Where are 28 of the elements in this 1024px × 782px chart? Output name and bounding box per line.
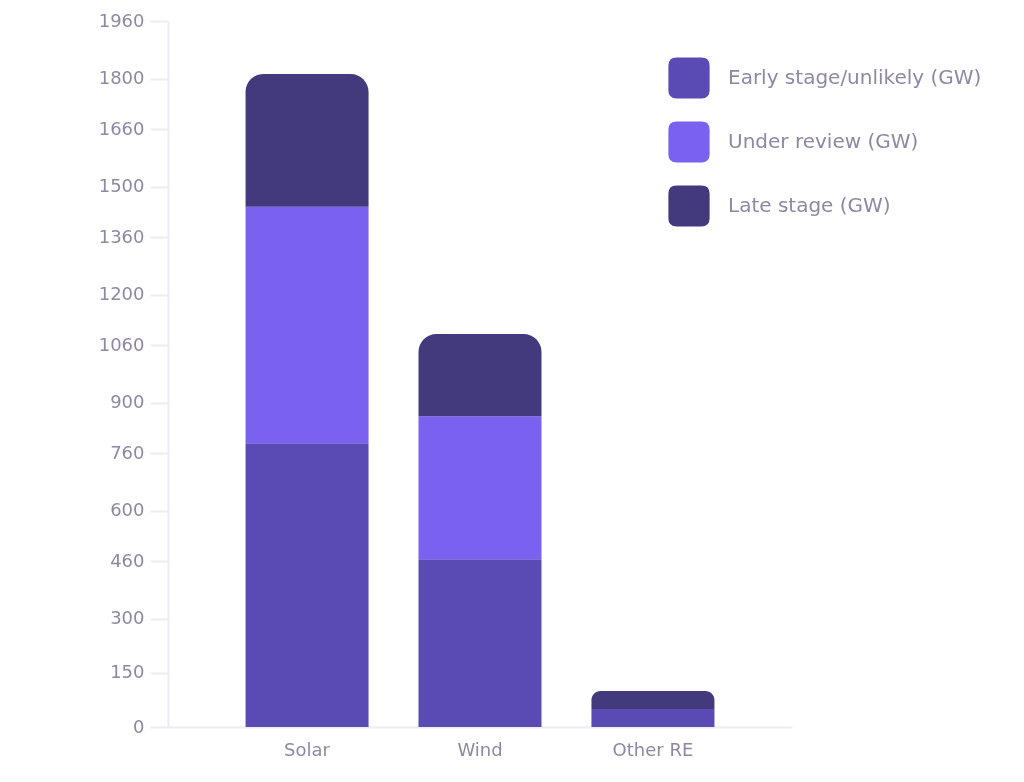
- bar: [245, 73, 369, 207]
- y-tick-label: 1800: [98, 67, 145, 89]
- y-tick-label: 0: [133, 715, 145, 737]
- x-tick-label: Wind: [457, 738, 503, 760]
- bar: [245, 206, 369, 444]
- y-tick-label: 1500: [98, 175, 145, 197]
- y-tick-label: 1360: [98, 225, 145, 247]
- legend-label: Under review (GW): [728, 129, 919, 153]
- y-tick-label: 1660: [98, 117, 145, 139]
- y-tick-label: 1200: [98, 283, 145, 305]
- y-tick-label: 900: [110, 391, 145, 413]
- bar: [591, 708, 715, 727]
- y-tick-label: 300: [110, 607, 145, 629]
- x-tick-label: Other RE: [612, 738, 694, 760]
- legend-label: Early stage/unlikely (GW): [728, 65, 982, 89]
- bar: [591, 690, 715, 709]
- bar: [418, 559, 542, 727]
- bar: [418, 334, 542, 417]
- y-tick-label: 600: [110, 499, 145, 521]
- y-tick-label: 760: [110, 441, 145, 463]
- y-tick-label: 1060: [98, 333, 145, 355]
- legend-label: Late stage (GW): [728, 193, 891, 217]
- y-tick-label: 150: [110, 661, 145, 683]
- y-tick-label: 460: [110, 549, 145, 571]
- x-tick-label: Solar: [284, 738, 331, 760]
- bar: [245, 443, 369, 727]
- y-tick-label: 1960: [98, 9, 145, 31]
- bar: [418, 416, 542, 560]
